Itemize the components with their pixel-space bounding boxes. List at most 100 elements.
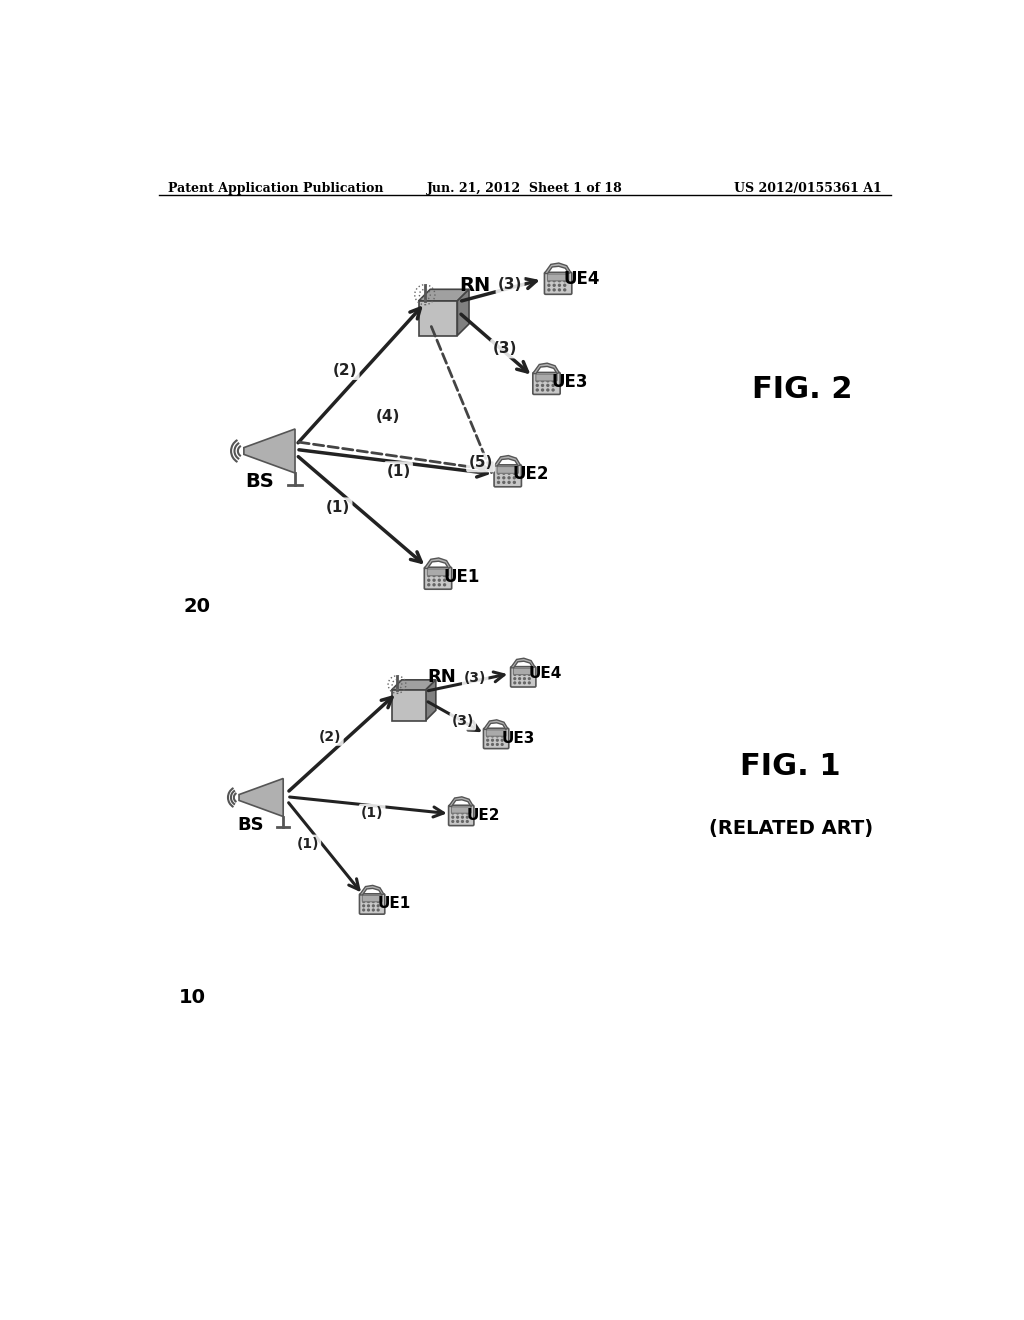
Circle shape xyxy=(503,482,505,483)
Circle shape xyxy=(462,821,464,822)
Circle shape xyxy=(548,280,550,281)
Circle shape xyxy=(548,289,550,290)
Text: (1): (1) xyxy=(297,837,319,850)
Circle shape xyxy=(433,579,435,581)
Circle shape xyxy=(537,384,539,387)
Circle shape xyxy=(513,477,515,479)
FancyBboxPatch shape xyxy=(513,668,534,675)
Circle shape xyxy=(537,380,539,381)
Circle shape xyxy=(452,821,454,822)
Circle shape xyxy=(428,583,430,586)
Text: Patent Application Publication: Patent Application Publication xyxy=(168,182,384,194)
Circle shape xyxy=(519,677,520,680)
Text: RN: RN xyxy=(460,276,490,294)
Polygon shape xyxy=(483,719,508,730)
Circle shape xyxy=(523,677,525,680)
Circle shape xyxy=(433,574,435,577)
Circle shape xyxy=(462,816,464,818)
Circle shape xyxy=(377,900,379,903)
Circle shape xyxy=(373,906,374,907)
FancyBboxPatch shape xyxy=(362,895,382,902)
Circle shape xyxy=(492,735,494,737)
Circle shape xyxy=(368,906,370,907)
Circle shape xyxy=(466,812,468,814)
Circle shape xyxy=(519,673,520,676)
Text: UE1: UE1 xyxy=(443,568,479,586)
Text: BS: BS xyxy=(246,473,274,491)
Circle shape xyxy=(362,906,365,907)
Text: UE3: UE3 xyxy=(552,372,588,391)
Text: Jun. 21, 2012  Sheet 1 of 18: Jun. 21, 2012 Sheet 1 of 18 xyxy=(427,182,623,194)
Circle shape xyxy=(368,909,370,911)
Circle shape xyxy=(508,477,510,479)
Text: (5): (5) xyxy=(468,455,493,470)
Circle shape xyxy=(498,482,500,483)
Circle shape xyxy=(542,384,544,387)
Circle shape xyxy=(547,380,549,381)
Text: RN: RN xyxy=(427,668,457,686)
Circle shape xyxy=(552,384,554,387)
Circle shape xyxy=(498,477,500,479)
Circle shape xyxy=(514,677,516,680)
Circle shape xyxy=(502,739,503,741)
Text: (3): (3) xyxy=(493,341,517,356)
Circle shape xyxy=(564,284,565,286)
FancyBboxPatch shape xyxy=(494,465,521,487)
Text: BS: BS xyxy=(238,816,264,834)
Circle shape xyxy=(438,579,440,581)
Text: UE3: UE3 xyxy=(501,731,535,746)
Polygon shape xyxy=(239,779,284,817)
FancyBboxPatch shape xyxy=(497,466,518,474)
Polygon shape xyxy=(458,289,469,335)
Circle shape xyxy=(452,816,454,818)
Polygon shape xyxy=(359,886,384,895)
Circle shape xyxy=(508,482,510,483)
Circle shape xyxy=(433,583,435,586)
Circle shape xyxy=(497,743,499,746)
Circle shape xyxy=(462,812,464,814)
Text: (2): (2) xyxy=(319,730,342,743)
Circle shape xyxy=(553,284,555,286)
Circle shape xyxy=(486,743,488,746)
Circle shape xyxy=(497,735,499,737)
Circle shape xyxy=(513,482,515,483)
Polygon shape xyxy=(494,455,520,466)
Circle shape xyxy=(362,900,365,903)
Circle shape xyxy=(486,739,488,741)
Circle shape xyxy=(508,473,510,474)
Text: 10: 10 xyxy=(178,989,206,1007)
Circle shape xyxy=(492,739,494,741)
Text: (RELATED ART): (RELATED ART) xyxy=(709,818,872,838)
Circle shape xyxy=(564,280,565,281)
Text: UE2: UE2 xyxy=(513,465,549,483)
Circle shape xyxy=(438,574,440,577)
Circle shape xyxy=(558,280,560,281)
Text: (1): (1) xyxy=(386,463,411,479)
Text: (3): (3) xyxy=(464,671,486,685)
Circle shape xyxy=(498,473,500,474)
Circle shape xyxy=(528,682,530,684)
Circle shape xyxy=(553,289,555,290)
Circle shape xyxy=(503,473,505,474)
Circle shape xyxy=(438,583,440,586)
Circle shape xyxy=(558,289,560,290)
Text: 20: 20 xyxy=(183,597,211,616)
Circle shape xyxy=(564,289,565,290)
Circle shape xyxy=(514,673,516,676)
Text: (1): (1) xyxy=(326,500,350,515)
Polygon shape xyxy=(419,301,458,335)
Circle shape xyxy=(373,900,374,903)
FancyBboxPatch shape xyxy=(548,275,568,281)
FancyBboxPatch shape xyxy=(427,569,449,576)
FancyBboxPatch shape xyxy=(449,805,474,825)
Circle shape xyxy=(537,389,539,391)
Circle shape xyxy=(528,677,530,680)
Polygon shape xyxy=(391,690,426,721)
Text: UE4: UE4 xyxy=(563,271,600,288)
Circle shape xyxy=(523,673,525,676)
Text: US 2012/0155361 A1: US 2012/0155361 A1 xyxy=(733,182,882,194)
Circle shape xyxy=(523,682,525,684)
Circle shape xyxy=(513,473,515,474)
Polygon shape xyxy=(424,558,451,569)
Text: UE2: UE2 xyxy=(466,808,500,822)
